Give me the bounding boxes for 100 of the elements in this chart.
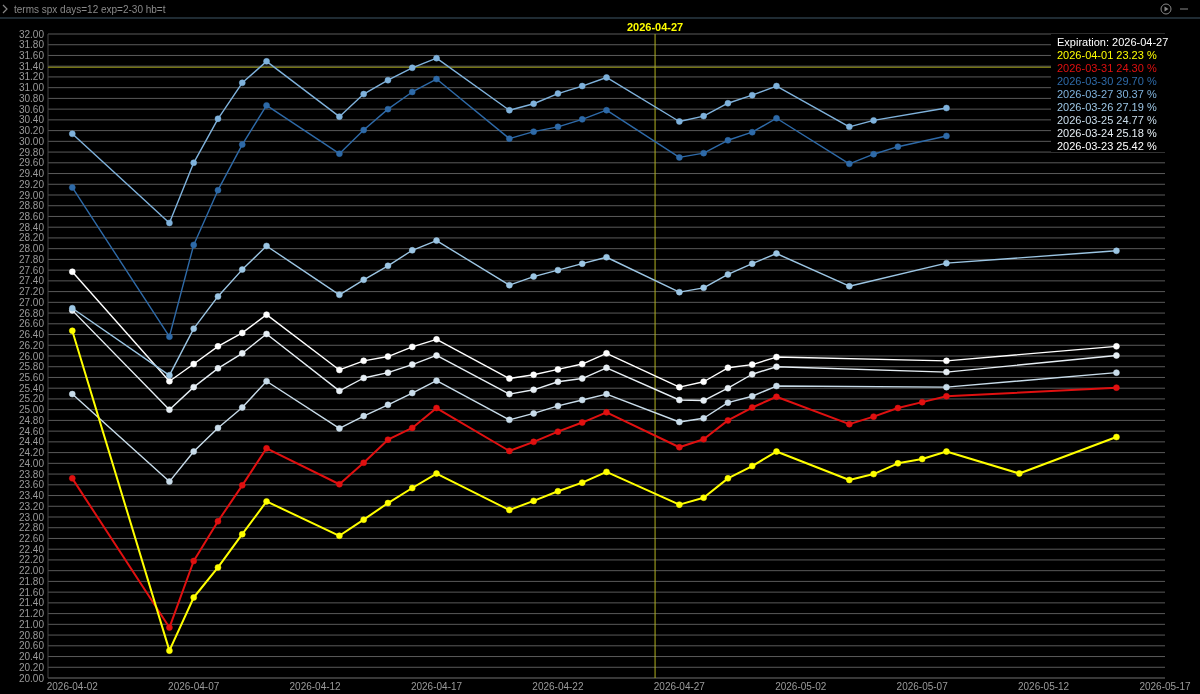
point <box>773 353 780 361</box>
point <box>530 497 537 505</box>
point <box>69 327 76 335</box>
point <box>408 484 416 492</box>
point <box>870 413 877 420</box>
y-tick-label: 23.60 <box>18 479 45 491</box>
y-tick-label: 28.20 <box>18 232 45 244</box>
text: 2026-03-31 24.30 % <box>1057 62 1157 74</box>
point <box>894 460 902 467</box>
point <box>360 412 367 420</box>
point <box>360 357 367 365</box>
text: 2026-03-26 27.19 % <box>1057 101 1157 113</box>
point <box>69 390 76 398</box>
point <box>943 259 950 267</box>
point <box>433 54 440 62</box>
y-tick-label: 27.60 <box>18 264 45 276</box>
point <box>214 186 222 194</box>
point <box>384 353 392 360</box>
point <box>530 371 537 379</box>
x-tick-label: 2026-05-07 <box>896 681 949 692</box>
y-tick-label: 24.80 <box>18 414 45 426</box>
point <box>773 393 780 401</box>
point <box>748 393 756 400</box>
y-tick-label: 28.80 <box>18 200 45 212</box>
point <box>384 76 392 84</box>
text: 2026-03-25 24.77 % <box>1057 114 1157 126</box>
y-tick-label: 23.00 <box>18 511 45 523</box>
point <box>748 462 756 470</box>
y-tick-label: 21.80 <box>18 575 45 587</box>
point <box>408 424 416 432</box>
chart-title: terms spx days=12 exp=2-30 hb=t <box>14 4 166 15</box>
point <box>506 506 513 514</box>
y-tick-label: 30.80 <box>18 92 45 104</box>
point <box>1113 369 1120 376</box>
y-tick-label: 31.20 <box>18 71 45 83</box>
point <box>263 58 270 65</box>
point <box>724 99 732 107</box>
point <box>166 219 173 227</box>
point <box>336 366 343 374</box>
point <box>214 424 222 432</box>
y-tick-label: 30.20 <box>18 125 45 137</box>
point <box>773 382 780 390</box>
point <box>554 428 562 435</box>
point <box>578 419 586 426</box>
point <box>748 260 756 267</box>
point <box>214 564 222 571</box>
point <box>578 360 586 368</box>
point <box>190 159 197 167</box>
point <box>433 404 440 412</box>
point <box>263 102 270 109</box>
y-tick-label: 27.20 <box>18 286 45 298</box>
point <box>676 501 683 508</box>
point <box>578 82 586 90</box>
y-tick-label: 28.00 <box>18 243 45 255</box>
point <box>530 273 537 280</box>
y-tick-label: 31.80 <box>18 39 45 51</box>
point <box>894 143 902 150</box>
point <box>384 105 392 113</box>
y-tick-label: 22.60 <box>18 532 45 544</box>
point <box>846 123 853 131</box>
point <box>700 149 707 157</box>
point <box>433 377 440 384</box>
point <box>700 494 707 501</box>
point <box>190 383 197 391</box>
point <box>530 100 537 108</box>
point <box>190 594 197 601</box>
point <box>214 518 222 525</box>
point <box>263 445 270 452</box>
point <box>1113 343 1120 350</box>
point <box>943 393 950 400</box>
y-tick-label: 26.80 <box>18 307 45 319</box>
point <box>943 357 950 365</box>
point <box>506 447 513 455</box>
point <box>748 404 756 411</box>
point <box>724 364 732 372</box>
x-tick-label: 2026-05-17 <box>1139 681 1192 692</box>
point <box>433 336 440 343</box>
y-tick-label: 32.00 <box>18 28 45 40</box>
point <box>263 242 270 250</box>
point <box>166 478 173 485</box>
point <box>1113 352 1120 359</box>
point <box>433 75 440 83</box>
y-tick-label: 23.80 <box>18 468 45 480</box>
point <box>360 126 367 134</box>
point <box>748 371 756 378</box>
y-tick-label: 28.60 <box>18 210 45 222</box>
point <box>578 375 586 382</box>
point <box>263 311 270 318</box>
point <box>918 398 926 406</box>
point <box>336 387 343 395</box>
point <box>554 402 562 410</box>
y-tick-label: 31.40 <box>18 60 45 72</box>
y-tick-label: 29.20 <box>18 178 45 190</box>
point <box>166 647 173 654</box>
x-tick-label: 2026-04-07 <box>168 681 220 692</box>
point <box>190 360 197 368</box>
point <box>846 420 853 428</box>
point <box>239 350 246 357</box>
point <box>166 333 173 340</box>
point <box>239 79 246 87</box>
